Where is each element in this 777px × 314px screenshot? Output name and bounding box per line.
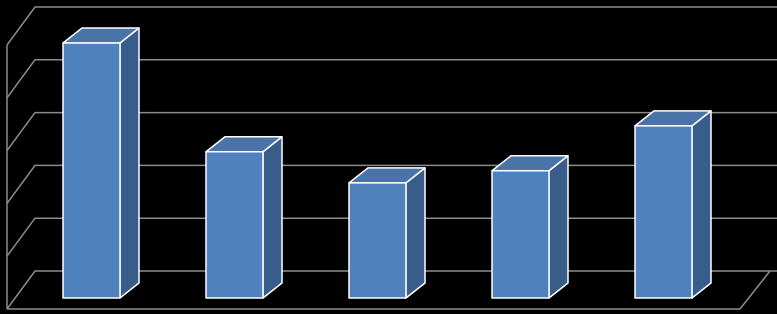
bar <box>348 182 407 299</box>
bar-side <box>548 155 569 299</box>
floor-edge <box>7 270 771 310</box>
bar <box>205 150 264 299</box>
bar <box>491 170 550 299</box>
grid-line <box>6 111 777 152</box>
bar <box>62 42 121 299</box>
bar-side <box>405 167 426 299</box>
bar-side <box>691 110 712 299</box>
bar-side <box>262 135 283 299</box>
grid-line <box>6 59 777 99</box>
bar-side <box>119 27 140 299</box>
bar <box>634 125 693 299</box>
grid-line <box>6 6 777 46</box>
